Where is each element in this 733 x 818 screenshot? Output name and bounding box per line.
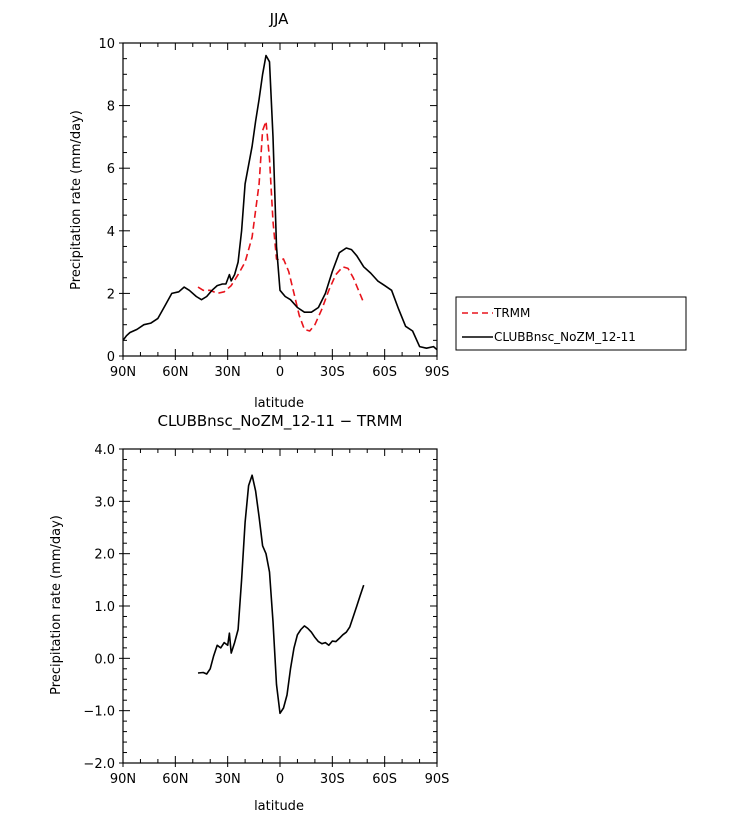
top-lines bbox=[122, 54, 438, 351]
bottom-series-line-difference bbox=[197, 474, 365, 715]
legend-model-label: CLUBBnsc_NoZM_12-11 bbox=[494, 330, 636, 344]
bottom-x-tick-label: 30S bbox=[320, 772, 345, 787]
top-panel: JJA Precipitation rate (mm/day) latitude… bbox=[69, 10, 449, 411]
top-series-line-clubbnsc-nozm-12-11 bbox=[122, 54, 438, 351]
bottom-y-tick-label: 1.0 bbox=[94, 600, 115, 615]
top-y-tick-label: 10 bbox=[98, 37, 115, 52]
top-y-tick-label: 0 bbox=[107, 350, 115, 365]
bottom-y-tick-label: 2.0 bbox=[94, 548, 115, 563]
bottom-x-tick-label: 90S bbox=[425, 772, 450, 787]
bottom-title: CLUBBnsc_NoZM_12-11 − TRMM bbox=[158, 412, 403, 431]
top-x-tick-label: 30N bbox=[215, 365, 241, 380]
top-x-tick-label: 90S bbox=[425, 365, 450, 380]
top-x-axis-label: latitude bbox=[254, 396, 304, 411]
top-y-tick-label: 2 bbox=[107, 287, 115, 302]
bottom-y-tick-label: 3.0 bbox=[94, 495, 115, 510]
bottom-y-tick-label: 0.0 bbox=[94, 652, 115, 667]
top-y-tick-label: 6 bbox=[107, 162, 115, 177]
legend-trmm-label: TRMM bbox=[493, 306, 530, 320]
top-title: JJA bbox=[269, 10, 290, 28]
top-x-tick-label: 90N bbox=[110, 365, 136, 380]
bottom-y-tick-label: 4.0 bbox=[94, 443, 115, 458]
top-x-tick-label: 30S bbox=[320, 365, 345, 380]
bottom-panel: CLUBBnsc_NoZM_12-11 − TRMM Precipitation… bbox=[49, 412, 449, 814]
bottom-plot-frame bbox=[122, 448, 438, 764]
bottom-x-tick-label: 60N bbox=[162, 772, 188, 787]
top-ticks: 90N 60N 30N 0 30S 60S 90S 0 2 4 6 8 10 bbox=[98, 37, 449, 380]
top-y-tick-label: 4 bbox=[107, 225, 115, 240]
bottom-x-tick-label: 0 bbox=[276, 772, 284, 787]
bottom-y-axis-label: Precipitation rate (mm/day) bbox=[49, 515, 64, 695]
bottom-x-tick-label: 90N bbox=[110, 772, 136, 787]
top-y-tick-label: 8 bbox=[107, 100, 115, 115]
top-x-tick-label: 60N bbox=[162, 365, 188, 380]
bottom-y-tick-label: −2.0 bbox=[83, 757, 115, 772]
legend-box bbox=[455, 296, 687, 351]
bottom-x-axis-label: latitude bbox=[254, 799, 304, 814]
top-series-line-trmm bbox=[197, 120, 365, 332]
top-x-tick-label: 0 bbox=[276, 365, 284, 380]
bottom-ticks: 90N 60N 30N 0 30S 60S 90S −2.0 −1.0 0.0 1.0 2.0 3.0 4… bbox=[83, 443, 449, 787]
legend: TRMM CLUBBnsc_NoZM_12-11 bbox=[455, 296, 687, 351]
top-x-tick-label: 60S bbox=[372, 365, 397, 380]
bottom-lines bbox=[197, 474, 365, 715]
bottom-x-tick-label: 30N bbox=[215, 772, 241, 787]
bottom-y-tick-label: −1.0 bbox=[83, 705, 115, 720]
top-plot-frame bbox=[122, 42, 438, 357]
bottom-x-tick-label: 60S bbox=[372, 772, 397, 787]
top-y-axis-label: Precipitation rate (mm/day) bbox=[69, 110, 84, 290]
